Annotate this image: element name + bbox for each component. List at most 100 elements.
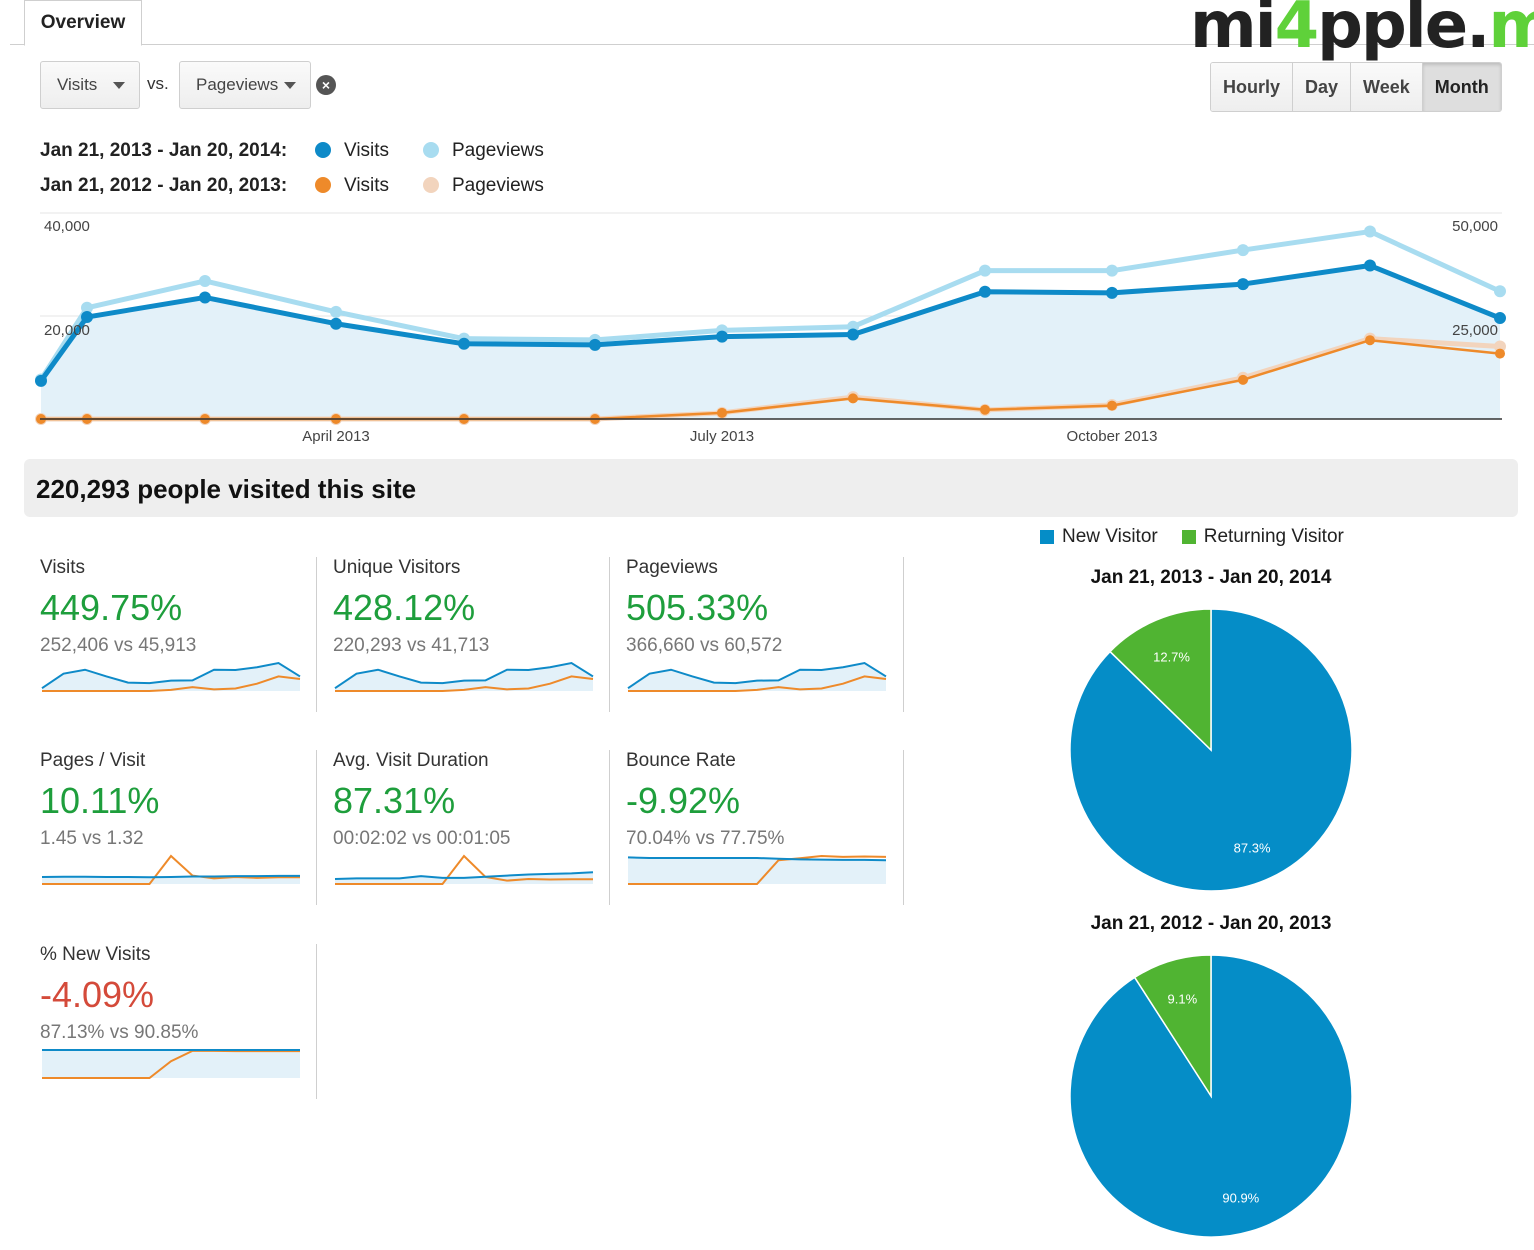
visits-previous-point[interactable] [848, 393, 858, 404]
pageviews-current-point[interactable] [1494, 285, 1506, 298]
visits-current-point[interactable] [716, 330, 728, 343]
visits-previous-point[interactable] [1238, 374, 1248, 385]
metric-divider [316, 944, 317, 1099]
pageviews-current-point[interactable] [979, 264, 991, 277]
metric-card-pages-per-visit[interactable]: Pages / Visit 10.11% 1.45 vs 1.32 [40, 750, 334, 906]
legend-pageviews-current-marker [423, 142, 439, 158]
visits-current-point[interactable] [35, 374, 47, 387]
pageviews-current-point[interactable] [199, 274, 211, 287]
period-day-button[interactable]: Day [1293, 63, 1352, 111]
legend-visits-current-marker [315, 142, 331, 158]
chevron-down-icon [113, 82, 125, 89]
metric-card-pageviews[interactable]: Pageviews 505.33% 366,660 vs 60,572 [626, 557, 920, 713]
sparkline [627, 661, 887, 692]
visits-current-point[interactable] [81, 311, 93, 324]
compare-metric-select[interactable]: Pageviews [179, 61, 311, 109]
visits-current-point[interactable] [847, 328, 859, 341]
tab-bar-divider [10, 44, 1534, 45]
pageviews-current-point[interactable] [1364, 225, 1376, 238]
visits-current-point[interactable] [199, 291, 211, 304]
pie-slice-returning-visitor[interactable] [1133, 954, 1212, 1099]
sparkline-current [334, 871, 594, 880]
legend-visits-previous-label: Visits [344, 175, 390, 196]
visits-current-point[interactable] [589, 338, 601, 351]
metric-label: Pageviews [626, 557, 718, 578]
chevron-down-icon [284, 82, 296, 89]
summary-banner [24, 459, 1518, 517]
sparkline-previous [42, 854, 300, 885]
logo-text-pple: pple. [1317, 0, 1490, 63]
visits-line-chart: 40,000 20,000 50,000 25,000 April 2013 July 2… [35, 212, 1506, 445]
metric-label: Avg. Visit Duration [333, 750, 489, 771]
metric-label: Unique Visitors [333, 557, 461, 578]
sparkline [334, 854, 594, 885]
legend-returning-visitor-label: Returning Visitor [1203, 526, 1344, 547]
period-hourly-button[interactable]: Hourly [1211, 63, 1294, 111]
visits-current-point[interactable] [330, 317, 342, 330]
period-week-button[interactable]: Week [1351, 63, 1423, 111]
sparkline-area [42, 1050, 300, 1078]
period-month-button[interactable]: Month [1422, 63, 1501, 111]
visits-current-point[interactable] [458, 337, 470, 350]
legend-previous-range: Jan 21, 2012 - Jan 20, 2013: [40, 175, 288, 196]
visits-current-point[interactable] [1494, 312, 1506, 325]
sparkline-previous [335, 675, 594, 692]
sparkline [42, 1049, 300, 1079]
site-logo: mi4pple.me [1190, 0, 1534, 58]
metric-comparison: 366,660 vs 60,572 [626, 635, 783, 656]
y-right-tick-label: 50,000 [1452, 218, 1498, 235]
metric-card-new-visits[interactable]: % New Visits -4.09% 87.13% vs 90.85% [40, 944, 334, 1100]
visits-previous-point[interactable] [717, 407, 727, 418]
metric-change: 449.75% [40, 587, 183, 628]
pageviews-current-point[interactable] [1106, 264, 1118, 277]
metric-card-visits[interactable]: Visits 449.75% 252,406 vs 45,913 [40, 557, 334, 713]
pageviews-previous-point[interactable] [1494, 340, 1506, 353]
sparkline [627, 854, 887, 885]
visits-previous-point[interactable] [980, 404, 990, 415]
sparkline-current [41, 661, 301, 690]
metric-comparison: 70.04% vs 77.75% [626, 828, 785, 849]
x-tick-label: October 2013 [1067, 428, 1158, 445]
visits-previous-point[interactable] [1107, 400, 1117, 411]
logo-text-a: 4 [1274, 0, 1320, 63]
metric-card-bounce-rate[interactable]: Bounce Rate -9.92% 70.04% vs 77.75% [626, 750, 920, 906]
visits-current-point[interactable] [1364, 259, 1376, 272]
sparkline [41, 854, 300, 885]
visits-current-point[interactable] [1106, 286, 1118, 299]
metric-divider [316, 557, 317, 712]
legend-new-visitor-swatch [1040, 530, 1054, 544]
metric-change: 10.11% [40, 780, 160, 821]
sparkline-previous [42, 675, 301, 692]
primary-metric-select[interactable]: Visits [40, 61, 140, 109]
tab-overview[interactable]: Overview [24, 0, 142, 46]
metric-card-unique-visitors[interactable]: Unique Visitors 428.12% 220,293 vs 41,71… [333, 557, 627, 713]
metric-change: -9.92% [626, 780, 741, 821]
metric-comparison: 252,406 vs 45,913 [40, 635, 197, 656]
metric-card-avg-visit-duration[interactable]: Avg. Visit Duration 87.31% 00:02:02 vs 0… [333, 750, 627, 906]
metric-change: 87.31% [333, 780, 456, 821]
sparkline [41, 661, 301, 692]
legend-pageviews-previous-label: Pageviews [452, 175, 544, 196]
sparkline-previous [335, 854, 593, 885]
visits-previous-point[interactable] [1365, 335, 1375, 346]
pageviews-current-point[interactable] [330, 305, 342, 318]
summary-text: 220,293 people visited this site [36, 474, 417, 504]
pageviews-current-point[interactable] [1237, 244, 1249, 257]
legend-pageviews-previous-marker [423, 177, 439, 193]
x-tick-label: April 2013 [302, 428, 370, 445]
sparkline-previous [628, 854, 887, 885]
visits-current-point[interactable] [979, 285, 991, 298]
pageviews-current-point[interactable] [81, 301, 93, 314]
x-tick-label: July 2013 [690, 428, 754, 445]
metric-comparison: 00:02:02 vs 00:01:05 [333, 828, 511, 849]
y-left-tick-label: 40,000 [44, 218, 90, 235]
visits-current-point[interactable] [1237, 278, 1249, 291]
pie-slice-returning-visitor[interactable] [1108, 608, 1212, 752]
visits-previous-point[interactable] [1495, 348, 1505, 359]
close-circle-icon[interactable]: × [316, 75, 336, 95]
metric-divider [609, 750, 610, 905]
sparkline-previous [42, 1049, 300, 1079]
legend-current-range: Jan 21, 2013 - Jan 20, 2014: [40, 140, 288, 161]
legend-returning-visitor-swatch [1181, 530, 1196, 544]
metric-comparison: 220,293 vs 41,713 [333, 635, 490, 656]
